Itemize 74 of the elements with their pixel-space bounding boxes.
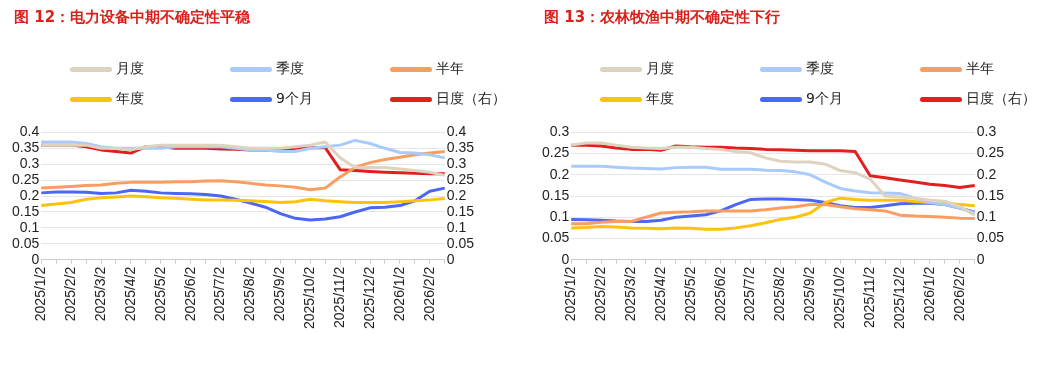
x-tick-label: 2025/3/2 [621, 266, 638, 322]
y-tick-label: 0 [31, 250, 40, 267]
y2-tick-label: 0.15 [976, 186, 1005, 203]
y2-tick-label: 0.25 [446, 171, 475, 187]
x-tick-label: 2025/1/2 [32, 266, 49, 322]
y2-tick-label: 0.15 [446, 202, 475, 219]
x-tick-label: 2025/7/2 [211, 266, 228, 322]
x-tick-label: 2025/4/2 [121, 266, 138, 322]
x-tick-label: 2025/9/2 [801, 266, 818, 322]
legend-label: 月度 [646, 60, 674, 78]
x-tick-label: 2025/5/2 [681, 266, 698, 322]
legend-label: 半年 [966, 60, 994, 78]
x-tick-label: 2025/1/2 [562, 266, 579, 322]
y-tick-label: 0.25 [542, 144, 570, 161]
legend-label: 年度 [646, 90, 674, 108]
x-tick-label: 2025/10/2 [301, 266, 318, 330]
x-tick-label: 2025/3/2 [91, 266, 108, 322]
x-tick-label: 2025/4/2 [651, 266, 668, 322]
y-tick-label: 0.35 [12, 139, 40, 156]
legend-label: 季度 [806, 60, 834, 78]
x-tick-label: 2025/10/2 [831, 266, 848, 330]
x-tick-label: 2025/8/2 [771, 266, 788, 322]
y2-tick-label: 0.2 [446, 186, 467, 203]
x-tick-label: 2025/6/2 [181, 266, 198, 322]
y-tick-label: 0.3 [19, 155, 40, 172]
chart-title: 图 12：电力设备中期不确定性平稳 [14, 8, 251, 27]
y2-tick-label: 0.3 [976, 123, 997, 140]
y2-tick-label: 0.05 [976, 229, 1005, 246]
legend-label: 9个月 [806, 90, 843, 108]
y2-tick-label: 0 [976, 250, 985, 267]
x-tick-label: 2025/11/2 [331, 266, 347, 328]
legend-label: 日度（右） [436, 90, 506, 108]
y2-tick-label: 0.3 [446, 155, 467, 172]
x-tick-label: 2025/12/2 [890, 266, 907, 330]
y2-tick-label: 0.05 [446, 234, 475, 251]
legend-label: 年度 [116, 90, 144, 108]
x-tick-label: 2025/5/2 [151, 266, 168, 322]
y-tick-label: 0.4 [19, 123, 40, 140]
legend-label: 9个月 [276, 90, 313, 108]
y2-tick-label: 0.25 [976, 144, 1005, 161]
y2-tick-label: 0.35 [446, 139, 475, 156]
y-tick-label: 0.1 [19, 218, 40, 235]
x-tick-label: 2025/2/2 [62, 266, 78, 322]
x-tick-label: 2025/12/2 [360, 266, 377, 330]
chart-title: 图 13：农林牧渔中期不确定性下行 [544, 8, 781, 27]
y-tick-label: 0.15 [542, 186, 570, 203]
y-tick-label: 0.15 [12, 202, 40, 219]
x-tick-label: 2026/2/2 [420, 266, 437, 322]
y2-tick-label: 0 [446, 250, 455, 267]
y2-tick-label: 0.1 [446, 218, 467, 235]
y2-tick-label: 0.2 [976, 165, 997, 182]
y-tick-label: 0.2 [19, 186, 40, 203]
y-tick-label: 0.25 [12, 171, 40, 187]
x-tick-label: 2026/1/2 [920, 266, 937, 322]
x-tick-label: 2025/7/2 [741, 266, 758, 322]
y-tick-label: 0.05 [12, 234, 40, 251]
legend-label: 季度 [276, 60, 304, 78]
y-tick-label: 0.3 [549, 123, 570, 140]
y-tick-label: 0.1 [549, 208, 570, 225]
legend-label: 月度 [116, 60, 144, 78]
y-tick-label: 0 [561, 250, 570, 267]
x-tick-label: 2025/8/2 [241, 266, 258, 322]
x-tick-label: 2026/1/2 [390, 266, 407, 322]
x-tick-label: 2025/6/2 [711, 266, 728, 322]
y2-tick-label: 0.4 [446, 123, 467, 140]
x-tick-label: 2026/2/2 [950, 266, 967, 322]
x-tick-label: 2025/9/2 [271, 266, 288, 322]
y2-tick-label: 0.1 [976, 208, 997, 225]
legend-label: 日度（右） [966, 90, 1036, 108]
y-tick-label: 0.05 [542, 229, 570, 246]
x-tick-label: 2025/11/2 [861, 266, 877, 328]
x-tick-label: 2025/2/2 [592, 266, 608, 322]
y-tick-label: 0.2 [549, 165, 570, 182]
legend-label: 半年 [436, 60, 464, 78]
